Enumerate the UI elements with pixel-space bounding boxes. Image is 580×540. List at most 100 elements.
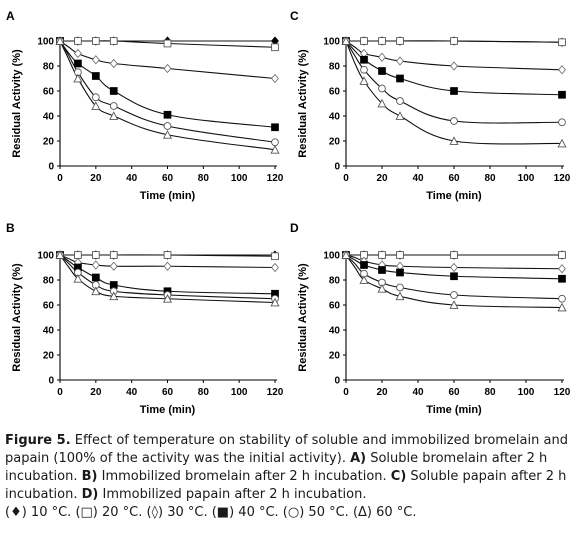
panel-b-xtick-label: 100 [231, 387, 248, 398]
panel-d-point-filled-square [450, 272, 458, 281]
panel-b-xtick-label: 0 [57, 387, 63, 398]
panel-c-xtick-label: 80 [484, 173, 496, 184]
panel-a-point-open-square [163, 39, 172, 48]
panel-b-x-axis-label: Time (min) [140, 404, 196, 416]
panel-d-y-axis-label: Residual Activity (%) [297, 263, 309, 372]
panel-a-point-open-square [271, 43, 279, 52]
panel-a-xtick-label: 80 [198, 173, 210, 184]
panel-c-point-open-diamond [378, 52, 386, 62]
panel-d-point-open-triangle [359, 275, 369, 284]
panel-a-ytick-label: 80 [43, 62, 55, 73]
panel-a-point-open-triangle [270, 144, 280, 154]
panel-c-point-open-diamond [450, 61, 458, 71]
panel-d-point-open-diamond [558, 264, 566, 274]
panel-c-ytick-label: 0 [334, 162, 340, 173]
panel-c-point-open-circle [360, 65, 368, 74]
panel-b-point-filled-square [91, 273, 100, 282]
panel-d-xtick-label: 0 [343, 387, 349, 398]
panel-c-point-open-triangle [449, 136, 459, 145]
panel-d-point-open-circle [450, 291, 458, 299]
panel-c-point-open-square [450, 37, 458, 45]
panel-c-ytick-label: 40 [329, 112, 341, 123]
caption-panel-b-text: Immobilized bromelain after 2 h incubati… [97, 469, 391, 484]
panel-c-point-open-circle [396, 97, 404, 105]
panel-a-point-filled-square [91, 72, 100, 80]
caption-legend: (♦) 10 °C. (□) 20 °C. (◊) 30 °C. (■) 40 … [5, 505, 417, 520]
panel-a-point-open-circle [109, 102, 118, 110]
panel-a-point-filled-square [109, 87, 118, 95]
panel-c-point-filled-square [450, 87, 458, 95]
panel-c-ytick-label: 60 [329, 87, 341, 98]
panel-a-point-open-triangle [91, 101, 101, 110]
panel-b-point-open-triangle [270, 297, 280, 307]
panel-d-xtick-label: 20 [376, 387, 388, 398]
panel-d-letter: D [290, 221, 299, 235]
panel-a-ytick-label: 0 [48, 162, 54, 173]
panel-c-point-open-triangle [359, 76, 369, 85]
figure-panels: A 0 20 40 60 80 100 0 20 40 60 80 100 120 Time (min) Re… [6, 9, 571, 416]
panel-a: A 0 20 40 60 80 100 0 20 40 60 80 100 120 Time (min) Re… [6, 9, 284, 202]
caption-panel-d-text: Immobilized papain after 2 h incubation. [98, 487, 367, 502]
panel-a-y-axis-label: Residual Activity (%) [11, 49, 23, 158]
panel-a-point-filled-square [271, 123, 279, 132]
panel-c-point-open-circle [378, 84, 386, 93]
panel-d-point-open-triangle [557, 302, 567, 312]
panel-b-ytick-label: 20 [43, 351, 55, 362]
panel-b-point-open-triangle [109, 291, 119, 301]
panel-b-point-open-square [163, 251, 172, 259]
panel-a-point-open-triangle [55, 36, 65, 45]
panel-c-y-axis-label: Residual Activity (%) [297, 49, 309, 158]
panel-c-ytick-label: 100 [323, 37, 340, 48]
panel-a-point-open-square [91, 37, 100, 45]
panel-c-point-filled-square [360, 55, 368, 64]
panel-d-point-open-square [450, 251, 458, 259]
panel-a-point-open-diamond [271, 73, 279, 84]
panel-d-point-open-square [558, 251, 566, 259]
panel-a-point-open-diamond [73, 48, 82, 59]
panel-b-point-open-square [91, 251, 100, 259]
panel-a-point-open-triangle [109, 111, 119, 120]
caption-panel-d-letter: D) [81, 487, 99, 502]
panel-c-point-open-triangle [341, 36, 351, 45]
panel-a-xtick-label: 100 [231, 173, 248, 184]
panel-d-ytick-label: 80 [329, 276, 341, 287]
panel-c-x-axis-label: Time (min) [426, 190, 482, 202]
panel-c-point-open-square [378, 37, 386, 45]
panel-b-ytick-label: 60 [43, 301, 55, 312]
panel-d: D 0 20 40 60 80 100 0 20 40 60 80 100 120 Time (min) Re… [290, 221, 571, 416]
caption-panel-c-letter: C) [390, 469, 407, 484]
panel-d-point-filled-square [396, 268, 404, 277]
panel-a-point-open-diamond [91, 55, 100, 65]
panel-a-point-open-square [109, 37, 118, 45]
panel-d-ytick-label: 0 [334, 376, 340, 387]
panel-b-point-open-diamond [109, 261, 118, 271]
panel-b-point-open-square [109, 251, 118, 259]
panel-d-point-filled-square [378, 266, 386, 274]
panel-b-xtick-label: 20 [90, 387, 102, 398]
panel-a-point-open-diamond [163, 63, 172, 74]
panel-c-ytick-label: 80 [329, 62, 341, 73]
panel-b-point-open-square [271, 252, 279, 261]
panel-d-xtick-label: 100 [518, 387, 535, 398]
panel-a-point-open-diamond [109, 58, 118, 69]
panel-a-point-filled-square [163, 110, 172, 119]
panel-b-y-axis-label: Residual Activity (%) [11, 263, 23, 372]
panel-c-point-open-diamond [558, 65, 566, 75]
panel-c-point-open-triangle [377, 98, 387, 108]
panel-c-point-filled-square [378, 67, 386, 75]
panel-b: B 0 20 40 60 80 100 0 20 40 60 80 100 120 Time (min) Re… [6, 221, 284, 416]
panel-a-xtick-label: 20 [90, 173, 102, 184]
panel-c-xtick-label: 0 [343, 173, 349, 184]
panel-b-xtick-label: 40 [126, 387, 138, 398]
caption-panel-c-text: Soluble papain after 2 h incubation. [5, 469, 567, 502]
panel-c-ytick-label: 20 [329, 137, 341, 148]
panel-b-point-open-diamond [91, 260, 100, 270]
panel-d-point-open-triangle [341, 250, 351, 259]
panel-d-point-open-square [378, 251, 386, 259]
panel-a-xtick-label: 0 [57, 173, 63, 184]
panel-d-ytick-label: 20 [329, 351, 341, 362]
panel-a-x-axis-label: Time (min) [140, 190, 196, 202]
panel-b-point-open-diamond [163, 261, 172, 271]
panel-b-point-filled-square [109, 281, 118, 289]
panel-b-point-open-triangle [55, 250, 65, 259]
